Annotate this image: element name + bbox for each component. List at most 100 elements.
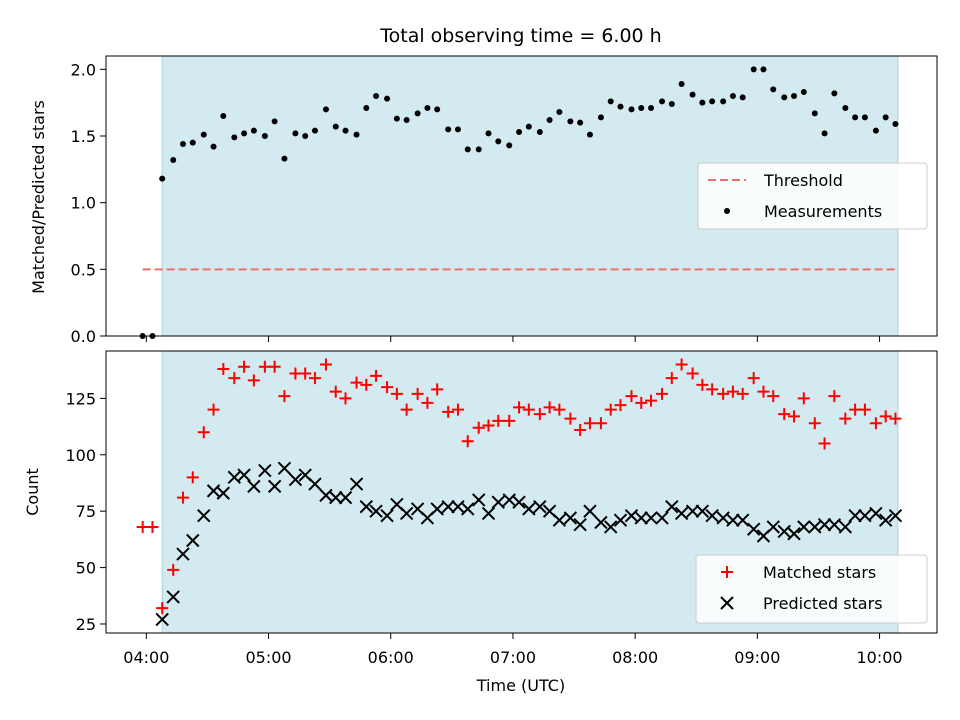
- bottom-y-axis-label: Count: [23, 468, 42, 516]
- matched-star-point: [146, 520, 159, 533]
- measurement-point: [332, 123, 339, 130]
- predicted-star-point: [522, 502, 536, 516]
- matched-star-point: [390, 387, 403, 400]
- measurement-point: [271, 118, 278, 125]
- matched-stars-legend-swatch: [721, 566, 733, 578]
- predicted-star-point: [472, 493, 486, 507]
- measurement-point: [220, 113, 227, 119]
- matched-star-point: [339, 392, 352, 405]
- matched-star-point: [197, 426, 210, 439]
- matched-star-point: [543, 401, 556, 414]
- measurement-point: [628, 106, 635, 113]
- matched-star-point: [706, 383, 719, 396]
- measurement-point: [170, 157, 177, 163]
- predicted-star-point: [685, 504, 700, 518]
- predicted-star-point: [247, 479, 261, 494]
- predicted-star-point: [594, 515, 608, 530]
- predicted-star-point: [838, 520, 853, 534]
- measurement-point: [699, 99, 706, 106]
- matched-star-point: [574, 423, 587, 436]
- predicted-stars-legend-swatch: [720, 596, 734, 610]
- measurement-point: [454, 126, 461, 133]
- matched-star-point: [767, 390, 780, 403]
- matched-star-point: [381, 381, 394, 394]
- x-tick-label: 09:00: [734, 648, 780, 667]
- matched-star-point: [278, 390, 291, 403]
- predicted-star-point: [644, 511, 658, 525]
- predicted-star-point: [277, 461, 292, 476]
- predicted-star-point: [888, 508, 903, 523]
- matched-star-point: [696, 378, 709, 391]
- x-axis-label: Time (UTC): [476, 676, 565, 695]
- x-tick-label: 10:00: [857, 648, 903, 667]
- top-panel: 0.00.51.01.52.0 Matched/Predicted stars …: [29, 55, 938, 346]
- predicted-star-point: [349, 477, 364, 491]
- measurement-point: [607, 98, 614, 105]
- matched-stars-legend-label: Matched stars: [763, 563, 876, 582]
- predicted-star-point: [533, 499, 547, 514]
- measurement-point: [739, 94, 746, 101]
- matched-star-point: [645, 394, 658, 407]
- predicted-star-point: [716, 511, 730, 525]
- matched-star-point: [726, 385, 739, 398]
- matched-star-point: [553, 403, 566, 416]
- bottom-panel: 25 50 75 100 125 04:00 05:00 06:00 07:00 08:00 09…: [23, 350, 938, 695]
- x-tick-label: 06:00: [368, 648, 414, 667]
- predicted-star-point: [827, 518, 842, 532]
- matched-star-point: [329, 385, 342, 398]
- matched-star-point: [889, 412, 902, 425]
- predicted-star-point: [858, 508, 872, 523]
- measurement-point: [342, 127, 349, 134]
- measurement-point: [475, 146, 482, 153]
- predicted-star-point: [166, 590, 180, 604]
- matched-star-point: [176, 491, 189, 504]
- predicted-star-point: [869, 506, 883, 521]
- predicted-star-point: [441, 499, 455, 514]
- predicted-star-point: [726, 513, 740, 527]
- measurement-point: [159, 175, 166, 182]
- matched-star-point: [583, 417, 596, 430]
- x-tick-label: 05:00: [245, 648, 291, 667]
- predicted-star-point: [186, 533, 200, 548]
- predicted-star-point: [583, 504, 597, 518]
- matched-star-point: [451, 403, 464, 416]
- measurement-point: [791, 93, 798, 99]
- measurement-point: [525, 123, 532, 130]
- predicted-star-point: [777, 524, 791, 539]
- measurement-point: [861, 114, 868, 121]
- predicted-star-point: [461, 502, 475, 516]
- measurement-point: [464, 146, 471, 153]
- matched-star-point: [635, 396, 648, 409]
- matched-star-point: [757, 385, 770, 398]
- measurement-point: [210, 143, 217, 150]
- measurement-point: [393, 115, 400, 122]
- predicted-star-point: [817, 518, 832, 532]
- measurements-legend-label: Measurements: [764, 202, 882, 221]
- predicted-star-point: [369, 504, 383, 518]
- measurement-point: [424, 105, 431, 111]
- measurement-point: [892, 121, 899, 127]
- matched-star-point: [797, 392, 810, 405]
- matched-star-point: [614, 399, 627, 412]
- predicted-star-point: [227, 470, 242, 485]
- matched-star-point: [858, 403, 871, 416]
- measurement-point: [638, 105, 645, 111]
- predicted-star-point: [491, 495, 505, 509]
- measurement-point: [363, 105, 370, 111]
- top-y-tick-label: 0.5: [71, 260, 96, 279]
- matched-star-point: [461, 435, 474, 448]
- predicted-star-point: [176, 547, 190, 561]
- measurement-point: [709, 98, 716, 105]
- measurement-point: [516, 129, 523, 135]
- x-tick-label: 04:00: [123, 648, 169, 667]
- measurement-point: [882, 114, 889, 121]
- bottom-y-tick-label: 125: [65, 389, 96, 408]
- measurement-point: [445, 126, 452, 133]
- predicted-stars-legend-label: Predicted stars: [763, 594, 883, 613]
- matched-star-point: [482, 419, 495, 432]
- measurement-point: [831, 90, 838, 97]
- measurement-point: [200, 131, 207, 138]
- matched-star-point: [411, 387, 424, 400]
- measurement-point: [322, 106, 329, 113]
- top-y-tick-label: 2.0: [71, 60, 96, 79]
